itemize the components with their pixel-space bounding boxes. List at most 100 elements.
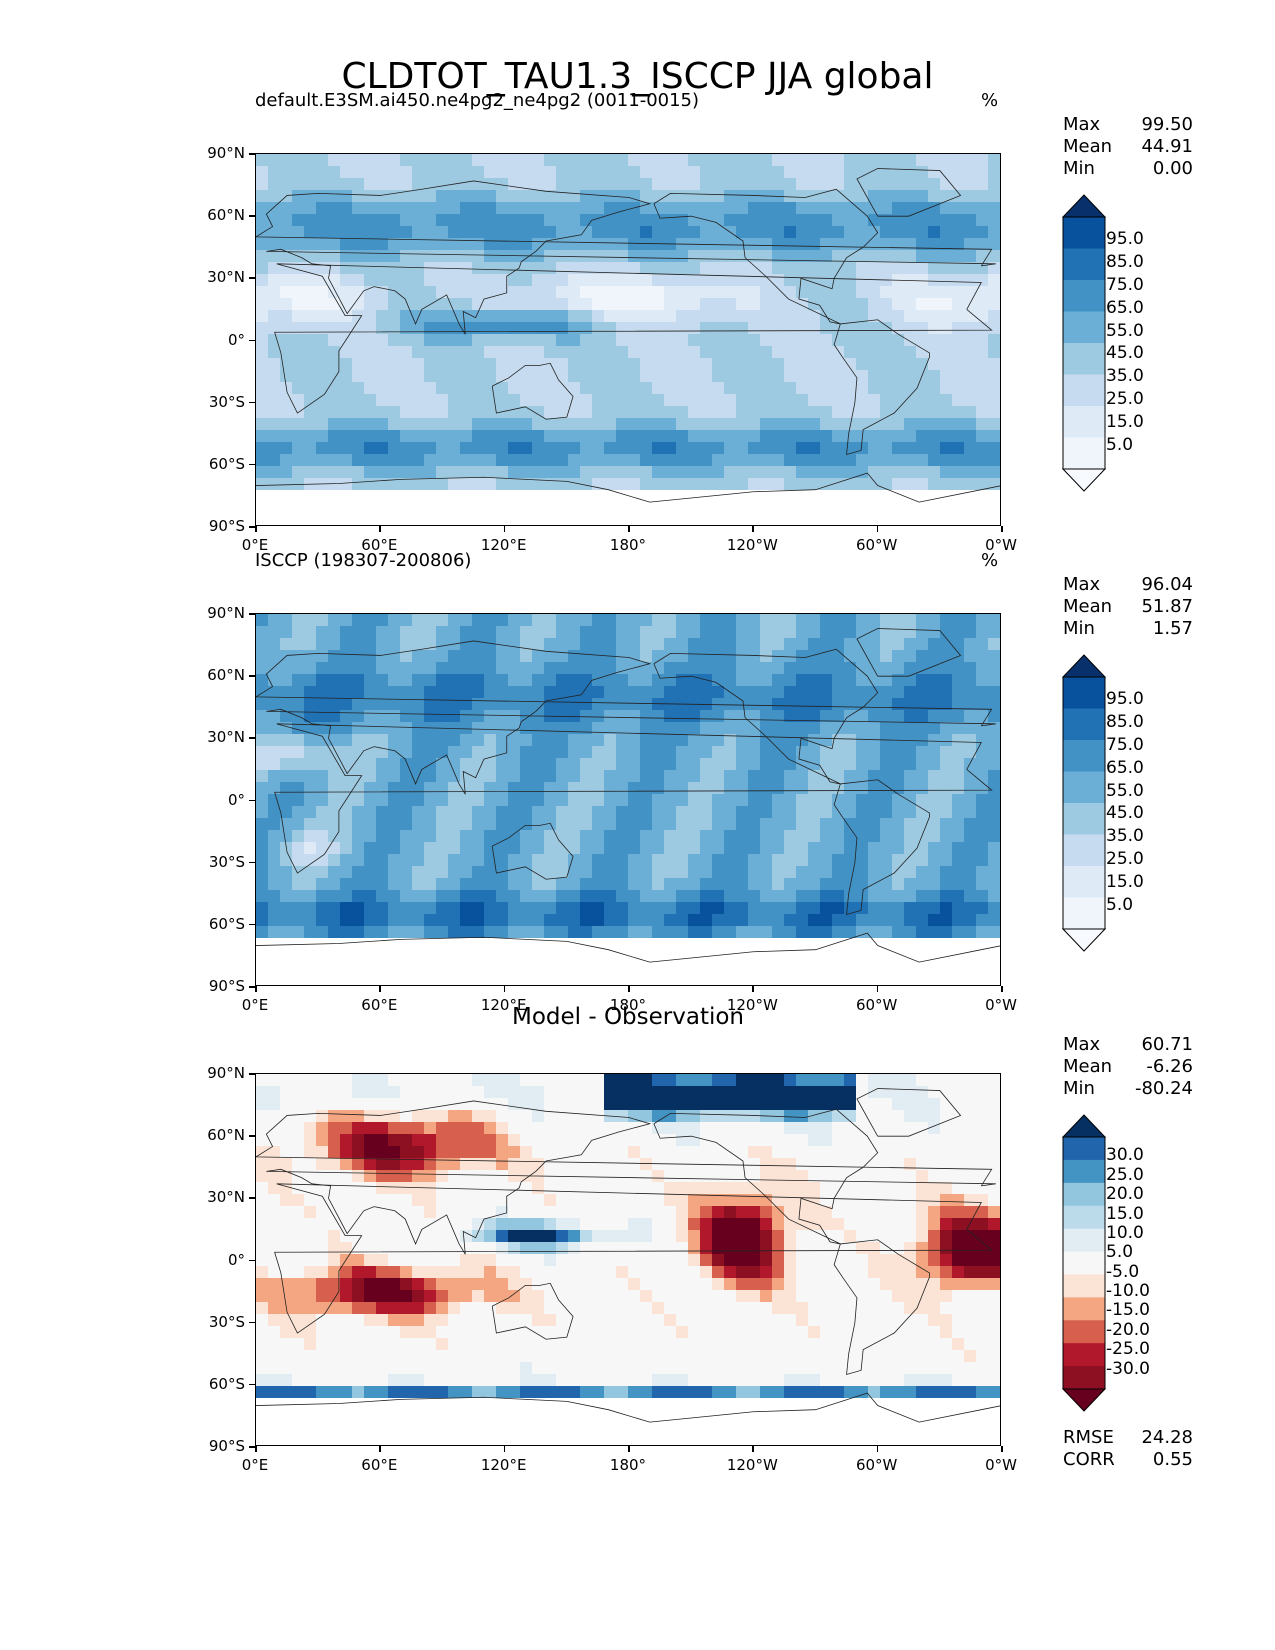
lat-tick-label: 90°S <box>208 517 245 535</box>
colorbar-tick-label: 5.0 <box>1106 1242 1134 1263</box>
colorbar-tick-label: 25.0 <box>1106 849 1144 870</box>
lon-tick-mark <box>1001 1446 1003 1452</box>
lat-tick-mark <box>249 277 255 279</box>
stat-row: Mean 44.91 <box>1063 136 1193 158</box>
lon-tick-mark <box>752 1446 754 1452</box>
lon-tick-label: 120°W <box>726 996 778 1014</box>
colorbar-tick-label: 75.0 <box>1106 734 1144 755</box>
lon-tick-label: 60°W <box>855 1456 898 1474</box>
lon-tick-mark <box>503 526 506 532</box>
lat-tick-label: 30°S <box>208 1312 245 1331</box>
lon-tick-mark <box>628 526 630 532</box>
stat-value: 51.87 <box>1141 596 1193 617</box>
lon-tick-label: 180° <box>609 1456 647 1474</box>
stat-value: 1.57 <box>1152 618 1193 639</box>
lon-tick-mark <box>1001 986 1003 992</box>
colorbar-extend-top <box>1061 1114 1107 1138</box>
lon-tick-label: 0°W <box>985 1456 1017 1474</box>
stat-label: Max <box>1063 114 1101 135</box>
lon-tick-mark <box>1001 526 1003 532</box>
stats-box: Max 60.71 Mean -6.26 Min -80.24 <box>1063 1034 1193 1100</box>
stat-row: Min -80.24 <box>1063 1078 1193 1100</box>
lat-tick-label: 30°S <box>208 852 245 871</box>
coastline <box>653 188 879 325</box>
stat-row: Min 0.00 <box>1063 158 1193 180</box>
lon-tick-label: 60°W <box>855 536 898 554</box>
lat-tick-mark <box>249 1197 255 1199</box>
coastline <box>653 648 879 785</box>
colorbar-tick-label: 55.0 <box>1106 320 1144 341</box>
colorbar-segment <box>1063 280 1105 312</box>
lat-tick-label: 90°N <box>207 1064 245 1082</box>
units-label: % <box>981 550 999 571</box>
lat-tick-mark <box>249 861 255 864</box>
lon-tick-mark <box>752 526 754 532</box>
stat-row: Max 99.50 <box>1063 114 1193 136</box>
colorbar-segment <box>1063 834 1105 867</box>
lat-tick-label: 60°N <box>207 206 245 225</box>
stat-label: Max <box>1063 574 1101 595</box>
lon-tick-mark <box>628 986 630 992</box>
colorbar-frame <box>1062 1136 1106 1390</box>
colorbar-tick-label: -15.0 <box>1106 1300 1150 1321</box>
colorbar-segment <box>1063 1274 1105 1298</box>
colorbar-tick-label: 35.0 <box>1106 366 1144 387</box>
lon-tick-mark <box>379 986 381 992</box>
lat-tick-mark <box>249 1135 255 1137</box>
coastline <box>274 1183 993 1334</box>
lat-tick-label: 30°S <box>208 392 245 411</box>
coastline <box>653 1108 879 1245</box>
colorbar-extend-bottom <box>1061 928 1107 952</box>
colorbar-extend-top <box>1061 194 1107 218</box>
coastline <box>256 180 996 335</box>
stats-box: Max 99.50 Mean 44.91 Min 0.00 <box>1063 114 1193 180</box>
units-label: % <box>981 90 999 111</box>
colorbar-segment <box>1063 1159 1105 1184</box>
lon-tick-mark <box>503 986 506 992</box>
coastline <box>491 1282 574 1340</box>
map-canvas <box>256 614 1000 985</box>
lon-tick-label: 0°E <box>241 536 269 554</box>
lon-tick-mark <box>876 986 879 992</box>
map-panel <box>255 153 1001 526</box>
colorbar-frame <box>1062 676 1106 930</box>
colorbar-tick-label: 25.0 <box>1106 1164 1144 1185</box>
colorbar-segment <box>1063 1228 1105 1253</box>
lat-tick-label: 90°N <box>207 604 245 622</box>
lon-tick-label: 120°W <box>726 536 778 554</box>
colorbar-tick-label: 5.0 <box>1106 895 1134 916</box>
map-canvas <box>256 154 1000 525</box>
lon-tick-label: 60°E <box>361 996 398 1014</box>
coastline <box>833 1239 930 1376</box>
colorbar-tick-label: -5.0 <box>1106 1261 1140 1282</box>
coastline <box>256 472 1000 503</box>
colorbar-frame <box>1062 216 1106 470</box>
colorbar-segment <box>1063 1205 1105 1230</box>
colorbar-tick-label: 75.0 <box>1106 274 1144 295</box>
lat-tick-label: 60°S <box>208 1374 245 1393</box>
stat-value: 0.55 <box>1152 1449 1193 1470</box>
lat-tick-mark <box>249 1259 255 1261</box>
stat-row: CORR 0.55 <box>1063 1449 1193 1471</box>
lat-tick-mark <box>249 986 255 988</box>
colorbar-tick-label: 20.0 <box>1106 1184 1144 1205</box>
stat-row: Min 1.57 <box>1063 618 1193 640</box>
coastline <box>256 1392 1000 1423</box>
lat-tick-label: 60°N <box>207 1126 245 1145</box>
stats-box: Max 96.04 Mean 51.87 Min 1.57 <box>1063 574 1193 640</box>
coastline <box>256 1100 996 1255</box>
colorbar-tick-label: 65.0 <box>1106 297 1144 318</box>
stat-value: 60.71 <box>1141 1034 1193 1055</box>
colorbar-tick-label: 35.0 <box>1106 826 1144 847</box>
lat-tick-mark <box>249 1446 255 1448</box>
lat-tick-mark <box>249 463 255 466</box>
coastline <box>856 1088 962 1137</box>
lon-tick-mark <box>752 986 754 992</box>
extra-stats-box: RMSE 24.28 CORR 0.55 <box>1063 1427 1193 1471</box>
colorbar-extend-bottom <box>1061 1388 1107 1412</box>
colorbar-segment <box>1063 740 1105 772</box>
stat-label: Min <box>1063 1078 1095 1099</box>
stat-label: RMSE <box>1063 1427 1114 1448</box>
lat-tick-mark <box>249 339 255 341</box>
colorbar-tick-label: -25.0 <box>1106 1339 1150 1360</box>
